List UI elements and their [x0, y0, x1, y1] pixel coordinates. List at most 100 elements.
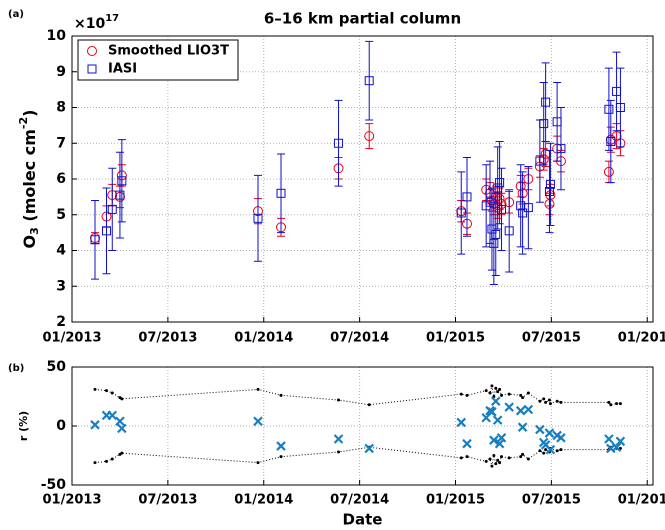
- error-bar: [365, 40, 374, 121]
- marker-dot: [559, 448, 563, 452]
- marker-dot: [521, 396, 525, 400]
- marker-square: [541, 97, 551, 107]
- marker-dot: [526, 457, 530, 461]
- legend-label: Smoothed LIO3T: [108, 44, 229, 59]
- error-bar: [493, 146, 502, 230]
- marker-dot: [488, 391, 492, 395]
- marker-x: [517, 422, 528, 432]
- error-bar: [491, 192, 500, 277]
- error-bar: [612, 51, 621, 132]
- y-axis-label-part: O: [20, 235, 39, 249]
- marker-x: [515, 405, 526, 416]
- marker-dot: [521, 452, 525, 456]
- marker-dot: [337, 398, 341, 402]
- error-bar: [539, 81, 548, 166]
- marker-dot: [256, 387, 260, 391]
- y-tick-label: 4: [56, 243, 66, 259]
- marker-dot: [555, 449, 559, 453]
- marker-dot: [105, 389, 109, 393]
- x-tick-label: 01/2015: [426, 331, 485, 346]
- marker-dot: [542, 451, 546, 455]
- marker-dot: [542, 397, 546, 401]
- error-bar: [545, 149, 554, 234]
- marker-dot: [498, 461, 502, 465]
- marker-dot: [538, 449, 542, 453]
- x-tick-label: 01/2015: [426, 493, 485, 508]
- marker-square: [495, 178, 505, 188]
- error-bar: [604, 67, 613, 151]
- marker-dot: [507, 392, 511, 396]
- marker-dot: [507, 456, 511, 460]
- marker-dot: [559, 400, 563, 404]
- marker-x: [253, 416, 263, 427]
- plot-frame: [71, 366, 654, 486]
- marker-square: [606, 136, 616, 146]
- marker-square: [253, 213, 263, 223]
- y-tick-label: 7: [56, 135, 66, 151]
- y-axis-label: r (%): [17, 411, 30, 441]
- marker-dot: [490, 384, 494, 388]
- marker-dot: [459, 392, 463, 396]
- marker-x: [107, 410, 118, 421]
- marker-x: [462, 438, 472, 449]
- x-tick-label: 07/2014: [330, 493, 389, 508]
- marker-dot: [279, 455, 283, 459]
- error-bar: [457, 171, 466, 255]
- marker-x: [115, 416, 125, 427]
- error-bar: [518, 171, 527, 255]
- marker-dot: [459, 456, 463, 460]
- panel-label: (a): [8, 9, 24, 20]
- marker-dot: [256, 461, 260, 465]
- y-tick-label: 9: [56, 64, 66, 80]
- error-bar: [616, 67, 625, 148]
- marker-dot: [93, 461, 97, 465]
- error-bar: [117, 139, 126, 223]
- y-tick-label: 50: [47, 359, 67, 375]
- x-tick-label: 01/2016: [618, 331, 665, 346]
- error-bar: [541, 62, 550, 142]
- marker-dot: [500, 455, 504, 459]
- x-tick-label: 01/2013: [42, 493, 101, 508]
- marker-x: [117, 423, 127, 434]
- error-bar: [102, 187, 111, 275]
- marker-dot: [490, 464, 494, 468]
- y-tick-label: 8: [56, 100, 66, 116]
- error-bar: [505, 189, 514, 273]
- marker-square: [107, 204, 117, 214]
- x-tick-label: 01/2013: [42, 331, 101, 346]
- marker-x: [544, 428, 555, 438]
- marker-dot: [555, 399, 559, 403]
- marker-square: [102, 226, 112, 236]
- x-axis-label: Date: [343, 511, 383, 529]
- marker-dot: [544, 448, 548, 452]
- error-bar: [463, 157, 472, 237]
- panel-label: (b): [8, 363, 24, 374]
- marker-x: [504, 402, 514, 412]
- marker-dot: [494, 386, 498, 390]
- marker-square: [491, 229, 501, 239]
- error-bar: [497, 167, 506, 251]
- marker-dot: [498, 387, 502, 391]
- y-axis-label-part: -2: [17, 117, 30, 129]
- marker-x: [615, 436, 626, 447]
- marker-circle: [364, 131, 375, 142]
- envelope-line: [94, 446, 621, 467]
- error-bar: [524, 165, 533, 250]
- error-bar: [606, 99, 615, 184]
- marker-x: [556, 433, 566, 443]
- error-bar: [91, 199, 100, 280]
- multiplier-exponent: 17: [105, 13, 119, 24]
- marker-x: [523, 404, 534, 415]
- marker-square: [604, 104, 614, 114]
- marker-dot: [609, 403, 613, 407]
- y-axis-label: O3 (molec cm-2): [17, 110, 41, 249]
- marker-dot: [120, 451, 124, 455]
- envelope-line: [94, 385, 621, 406]
- marker-x: [456, 417, 467, 428]
- marker-dot: [465, 393, 469, 397]
- marker-dot: [488, 457, 492, 461]
- error-bar: [556, 107, 565, 191]
- marker-square: [556, 144, 566, 154]
- marker-square: [276, 188, 286, 198]
